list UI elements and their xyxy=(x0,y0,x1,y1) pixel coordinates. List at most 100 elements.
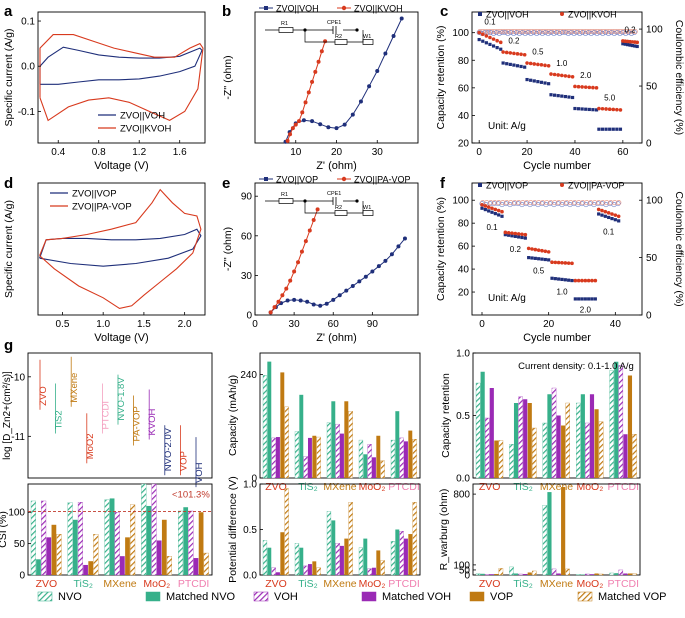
b-point xyxy=(342,122,347,127)
g6-bar xyxy=(632,573,637,576)
g6-category-label: ZVO xyxy=(479,578,501,590)
e-point xyxy=(357,279,362,284)
g6-bar xyxy=(494,573,499,575)
c-ce-point xyxy=(626,30,632,36)
g4-bar xyxy=(56,534,62,576)
c-point xyxy=(529,78,533,82)
a-series-0 xyxy=(39,46,203,85)
g4-bar xyxy=(30,500,36,576)
f-point xyxy=(517,235,521,239)
b-ylabel: -Z'' (ohm) xyxy=(222,55,234,99)
f-unit-note: Unit: A/g xyxy=(488,293,526,304)
c-ce-point xyxy=(531,30,537,36)
c-point xyxy=(525,61,529,65)
g4-bar xyxy=(41,500,47,576)
e-ytick-label: 30 xyxy=(241,271,253,282)
d-series-1 xyxy=(39,188,202,309)
b-point xyxy=(318,122,323,127)
g2-bar xyxy=(395,411,400,478)
b-point xyxy=(285,138,290,143)
f-frame xyxy=(471,182,643,316)
panel-label: f xyxy=(440,175,446,192)
g4-bar xyxy=(120,556,125,575)
c-point xyxy=(584,107,588,111)
f-ce-point xyxy=(615,201,621,207)
c-ce-point xyxy=(568,30,574,36)
c-point xyxy=(508,51,513,55)
f-point xyxy=(500,209,504,214)
panel-label: b xyxy=(222,3,231,20)
f-point xyxy=(590,297,594,301)
c-ytick-label: 40 xyxy=(458,111,470,122)
g2-bar xyxy=(316,436,321,479)
b-point xyxy=(310,79,315,84)
f-ce-point xyxy=(500,200,506,206)
e-circuit-r1 xyxy=(278,198,294,204)
b-circuit-r2 xyxy=(334,39,348,45)
g4-ytick-label: 100 xyxy=(8,508,25,519)
f-ce-point xyxy=(508,200,514,206)
g6-bar xyxy=(489,574,494,575)
f-point xyxy=(513,231,518,236)
c-point xyxy=(583,85,588,89)
f-point xyxy=(596,207,601,212)
f-ytick-label: 20 xyxy=(458,288,470,299)
e-point xyxy=(331,297,336,302)
g2-bar xyxy=(348,411,353,479)
c-point xyxy=(615,107,619,112)
f-point xyxy=(613,218,617,222)
e-point xyxy=(344,288,349,293)
g5-bar xyxy=(262,540,268,576)
g4-bar xyxy=(193,558,199,575)
f-point xyxy=(510,231,514,235)
c-point xyxy=(615,127,619,131)
c-point xyxy=(626,43,630,47)
g1-material-label: PA-VOP xyxy=(132,406,143,441)
g5-bar xyxy=(267,547,272,575)
c-ce-point xyxy=(502,30,508,36)
d-xlabel: Voltage (V) xyxy=(94,332,148,344)
g3-ytick-label: 1.0 xyxy=(456,349,470,360)
f-point xyxy=(573,297,577,301)
c-point xyxy=(491,44,496,48)
e-point xyxy=(276,299,281,304)
g6-bar xyxy=(551,568,557,576)
g4-bar xyxy=(161,519,167,575)
f-xtick-label: 20 xyxy=(543,319,555,330)
c-point xyxy=(594,86,599,90)
c-legend-marker xyxy=(560,12,564,16)
g6-bar xyxy=(623,573,628,575)
f-point xyxy=(520,232,524,237)
d-xtick-label: 1.0 xyxy=(96,319,110,330)
c-point xyxy=(491,37,496,41)
f-point xyxy=(530,256,534,260)
e-ytick-label: 90 xyxy=(241,192,253,203)
f-point xyxy=(483,207,487,212)
e-circuit-label: CPE1 xyxy=(327,191,341,197)
c-point xyxy=(499,47,503,51)
g6-bar xyxy=(532,570,537,576)
g4-bar xyxy=(141,483,147,576)
b-point xyxy=(350,112,355,117)
g3-bar xyxy=(598,421,604,479)
g3-bar xyxy=(627,375,633,478)
c-point xyxy=(635,44,639,49)
c-ce-point xyxy=(560,30,566,36)
g3-bar xyxy=(542,422,548,479)
f-ce-point xyxy=(488,200,494,206)
c-point xyxy=(515,64,520,68)
g1-material-label: NVO-1.8V xyxy=(116,377,127,421)
g5-category-label: MoO₂ xyxy=(359,578,386,590)
c-y2tick-label: 50 xyxy=(646,82,658,93)
c-ce-point xyxy=(542,30,548,36)
f-point xyxy=(540,257,544,261)
b-point xyxy=(316,59,321,64)
g1-ytick-label: -10 xyxy=(11,372,26,383)
g6-ytick-label: 800 xyxy=(453,490,470,501)
c-y2tick-label: 0 xyxy=(646,139,652,150)
c-point xyxy=(532,62,537,66)
a-legend-label: ZVO||KVOH xyxy=(120,124,172,135)
b-circuit-label: R1 xyxy=(281,21,288,27)
c-ce-point xyxy=(603,30,609,36)
